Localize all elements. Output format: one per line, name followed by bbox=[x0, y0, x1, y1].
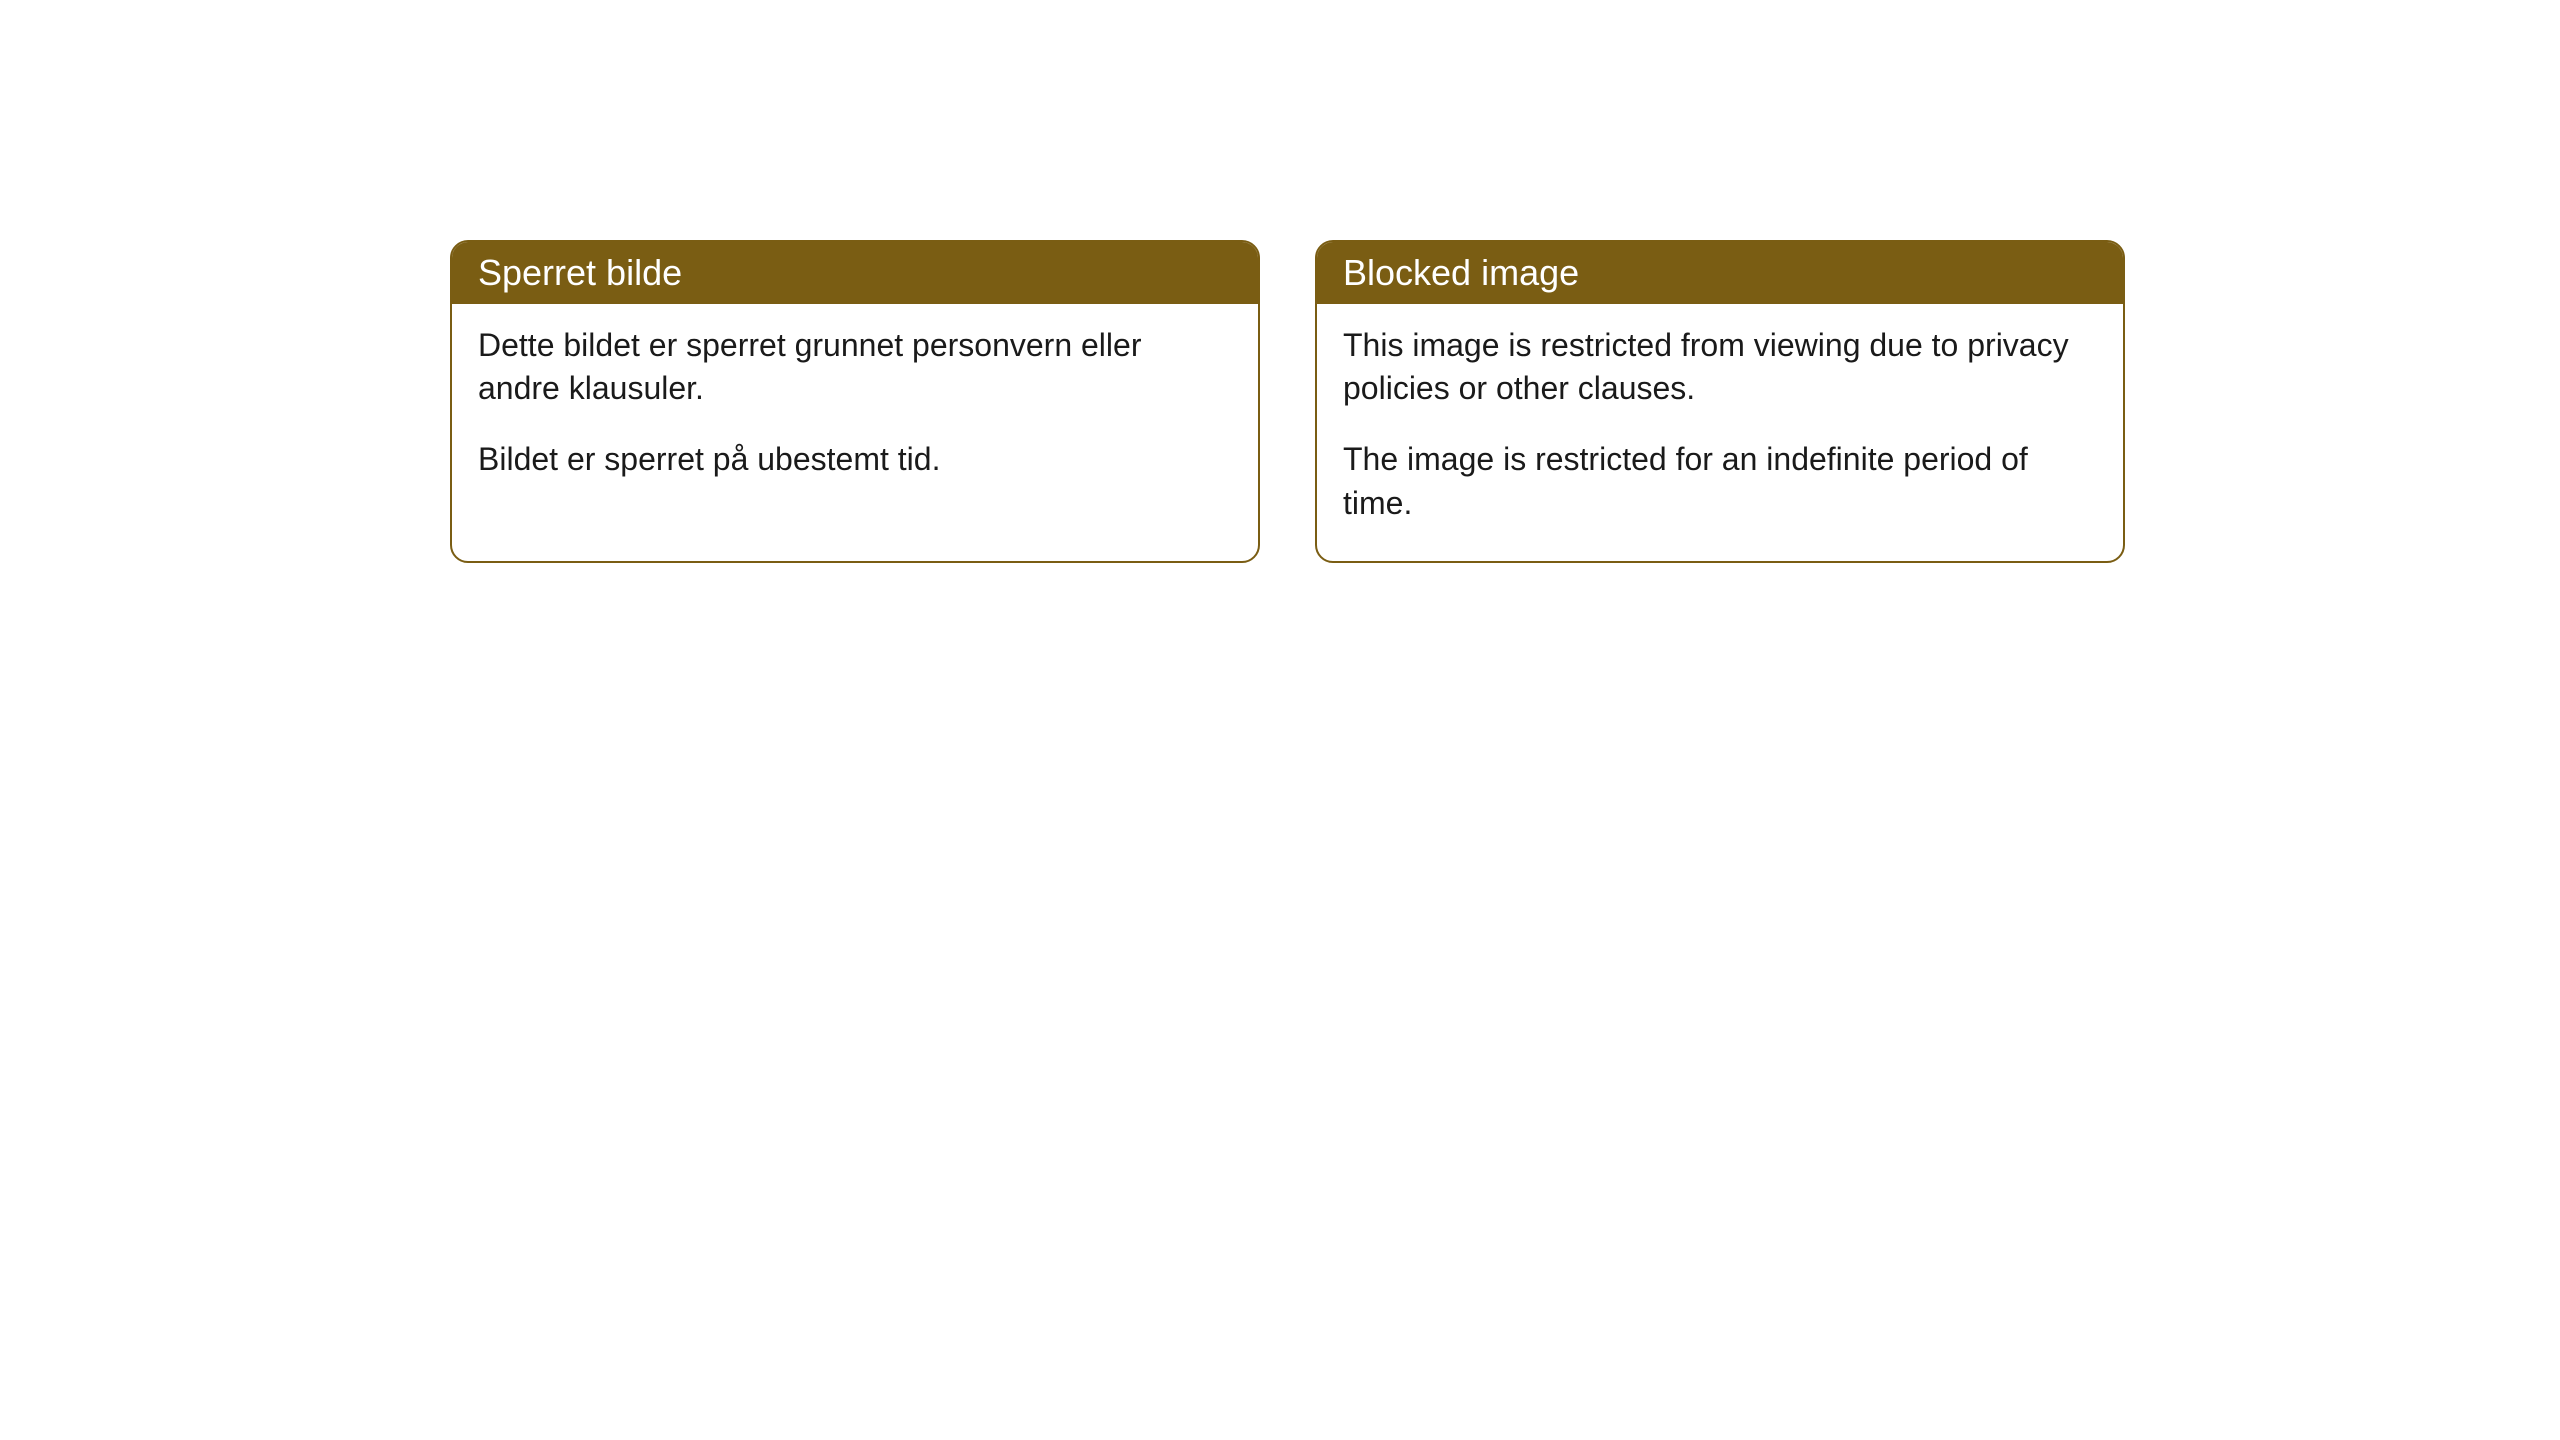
blocked-image-card-english: Blocked image This image is restricted f… bbox=[1315, 240, 2125, 563]
card-title: Blocked image bbox=[1343, 252, 1579, 293]
notice-container: Sperret bilde Dette bildet er sperret gr… bbox=[0, 0, 2560, 563]
card-paragraph: This image is restricted from viewing du… bbox=[1343, 324, 2097, 410]
blocked-image-card-norwegian: Sperret bilde Dette bildet er sperret gr… bbox=[450, 240, 1260, 563]
card-header: Blocked image bbox=[1317, 242, 2123, 304]
card-body: Dette bildet er sperret grunnet personve… bbox=[452, 304, 1258, 518]
card-body: This image is restricted from viewing du… bbox=[1317, 304, 2123, 561]
card-header: Sperret bilde bbox=[452, 242, 1258, 304]
card-title: Sperret bilde bbox=[478, 252, 682, 293]
card-paragraph: The image is restricted for an indefinit… bbox=[1343, 438, 2097, 524]
card-paragraph: Dette bildet er sperret grunnet personve… bbox=[478, 324, 1232, 410]
card-paragraph: Bildet er sperret på ubestemt tid. bbox=[478, 438, 1232, 481]
